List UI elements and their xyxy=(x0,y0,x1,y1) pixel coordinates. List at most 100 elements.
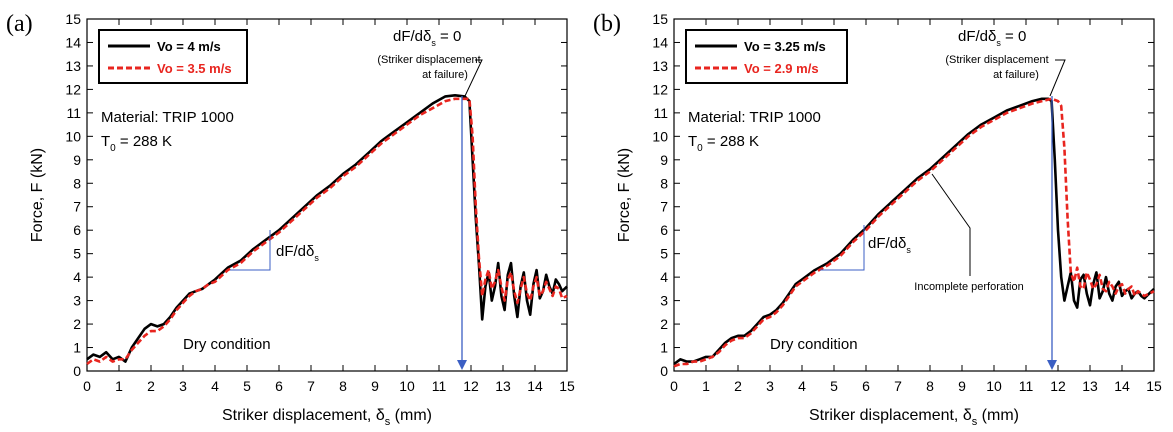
y-tick-label: 5 xyxy=(73,246,81,262)
x-tick-label: 5 xyxy=(830,378,838,394)
x-tick-label: 8 xyxy=(339,378,347,394)
y-tick-label: 8 xyxy=(73,175,81,191)
x-tick-label: 12 xyxy=(463,378,479,394)
y-axis-label-b: Force, F (kN) xyxy=(616,148,633,242)
y-tick-label: 0 xyxy=(73,363,81,379)
failure-note-b-1: (Striker displacement xyxy=(945,54,1048,66)
y-tick-label: 6 xyxy=(660,222,668,238)
failure-leader-b xyxy=(1049,59,1066,97)
x-tick-label: 8 xyxy=(926,378,934,394)
x-tick-label: 13 xyxy=(495,378,511,394)
legend-box-b xyxy=(685,29,848,84)
temperature-label-b: T0 = 288 K xyxy=(688,133,759,154)
legend-b: Vo = 3.25 m/s Vo = 2.9 m/s xyxy=(685,29,848,84)
y-tick-label: 3 xyxy=(660,293,668,309)
y-tick-label: 7 xyxy=(660,199,668,215)
y-tick-label: 10 xyxy=(65,128,81,144)
temperature-label-a: T0 = 288 K xyxy=(101,133,172,154)
x-tick-label: 14 xyxy=(1114,378,1130,394)
y-tick-label: 14 xyxy=(652,34,668,50)
failure-note-b-2: at failure) xyxy=(993,69,1039,81)
y-tick-label: 3 xyxy=(73,293,81,309)
failure-label-b: dF/dδs = 0 xyxy=(958,28,1026,48)
x-tick-label: 15 xyxy=(559,378,575,394)
x-tick-label: 14 xyxy=(527,378,543,394)
y-tick-label: 9 xyxy=(73,152,81,168)
legend-label-vo-2.9: Vo = 2.9 m/s xyxy=(744,61,819,76)
x-tick-label: 11 xyxy=(1019,378,1034,394)
y-tick-label: 4 xyxy=(660,269,668,285)
material-label-a: Material: TRIP 1000 xyxy=(101,109,234,126)
y-tick-label: 12 xyxy=(652,81,668,97)
series-line-vo-3.25 xyxy=(673,97,1155,366)
y-tick-label: 10 xyxy=(652,128,668,144)
y-tick-label: 8 xyxy=(660,175,668,191)
x-tick-label: 4 xyxy=(798,378,806,394)
y-tick-label: 4 xyxy=(73,269,81,285)
y-tick-label: 7 xyxy=(73,199,81,215)
x-tick-label: 2 xyxy=(734,378,742,394)
panel-label-b: (b) xyxy=(593,11,621,37)
x-tick-label: 0 xyxy=(670,378,678,394)
y-tick-label: 14 xyxy=(65,34,81,50)
x-tick-label: 10 xyxy=(986,378,1002,394)
panel-label-a: (a) xyxy=(6,11,33,37)
y-tick-label: 11 xyxy=(66,105,81,121)
x-tick-labels-a: 0 1 2 3 4 5 6 7 8 9 10 11 12 13 14 15 xyxy=(83,378,575,394)
condition-label-a: Dry condition xyxy=(183,336,271,353)
x-tick-label: 1 xyxy=(702,378,710,394)
y-tick-label: 13 xyxy=(65,58,81,74)
slope-triangle-b xyxy=(820,225,865,271)
failure-label-a: dF/dδs = 0 xyxy=(393,28,461,48)
x-axis-label-a: Striker displacement, δs (mm) xyxy=(222,407,432,428)
slope-label-a: dF/dδs xyxy=(276,243,319,263)
x-tick-label: 7 xyxy=(307,378,315,394)
x-tick-label: 3 xyxy=(179,378,187,394)
failure-arrow-head-b xyxy=(1047,360,1057,370)
incomplete-label-b: Incomplete perforation xyxy=(914,281,1023,293)
x-tick-label: 15 xyxy=(1146,378,1162,394)
x-tick-label: 2 xyxy=(147,378,155,394)
y-tick-label: 1 xyxy=(660,340,668,356)
failure-note-a-1: (Striker displacement xyxy=(377,54,480,66)
axis-ticks-a xyxy=(86,18,568,372)
x-tick-label: 4 xyxy=(211,378,219,394)
failure-leader-a xyxy=(464,59,483,97)
y-tick-label: 15 xyxy=(652,11,668,27)
y-tick-label: 15 xyxy=(65,11,81,27)
y-tick-label: 0 xyxy=(660,363,668,379)
axis-ticks-b xyxy=(673,18,1155,372)
x-tick-label: 0 xyxy=(83,378,91,394)
y-tick-label: 11 xyxy=(653,105,668,121)
x-tick-label: 9 xyxy=(371,378,379,394)
incomplete-leader-b xyxy=(931,173,971,276)
x-tick-label: 10 xyxy=(399,378,415,394)
x-tick-label: 6 xyxy=(275,378,283,394)
y-tick-label: 9 xyxy=(660,152,668,168)
slope-triangle-a xyxy=(230,230,271,271)
series-line-vo-3.5 xyxy=(86,97,568,366)
y-tick-label: 6 xyxy=(73,222,81,238)
legend-label-vo-4: Vo = 4 m/s xyxy=(157,39,221,54)
panel-a: (a) 0 1 2 3 4 5 6 7 8 9 10 11 12 13 14 15 0123456789101… xyxy=(6,11,575,428)
condition-label-b: Dry condition xyxy=(770,336,858,353)
material-label-b: Material: TRIP 1000 xyxy=(688,109,821,126)
x-axis-label-b: Striker displacement, δs (mm) xyxy=(809,407,1019,428)
legend-label-vo-3.25: Vo = 3.25 m/s xyxy=(744,39,826,54)
y-tick-label: 13 xyxy=(652,58,668,74)
y-axis-label-a: Force, F (kN) xyxy=(29,148,46,242)
x-tick-label: 11 xyxy=(432,378,447,394)
x-tick-label: 7 xyxy=(894,378,902,394)
y-tick-label: 5 xyxy=(660,246,668,262)
x-tick-label: 13 xyxy=(1082,378,1098,394)
x-tick-label: 3 xyxy=(766,378,774,394)
y-tick-label: 2 xyxy=(660,316,668,332)
series-line-vo-4 xyxy=(86,94,568,363)
x-tick-label: 5 xyxy=(243,378,251,394)
slope-label-b: dF/dδs xyxy=(868,235,911,255)
y-tick-label: 1 xyxy=(73,340,81,356)
x-tick-label: 12 xyxy=(1050,378,1066,394)
